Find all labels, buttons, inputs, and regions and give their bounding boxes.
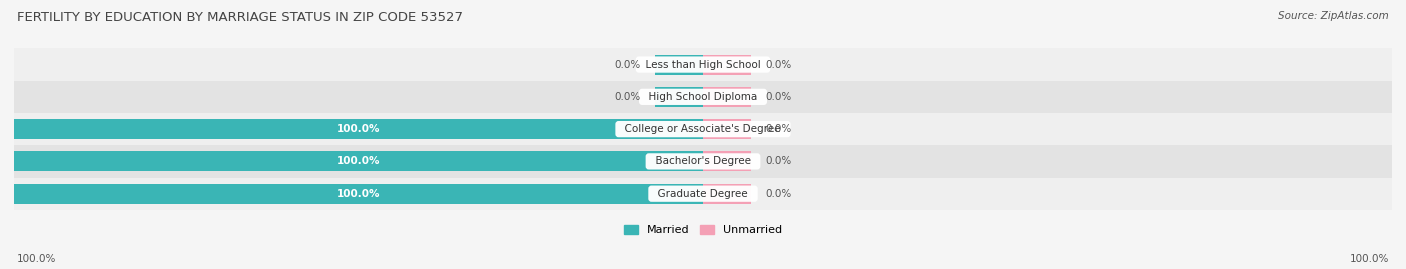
Text: 100.0%: 100.0% — [17, 254, 56, 264]
Bar — [703, 151, 751, 171]
Bar — [14, 81, 1392, 113]
Text: 100.0%: 100.0% — [337, 189, 380, 199]
Text: Source: ZipAtlas.com: Source: ZipAtlas.com — [1278, 11, 1389, 21]
Bar — [703, 55, 751, 75]
Legend: Married, Unmarried: Married, Unmarried — [620, 220, 786, 240]
Bar — [14, 184, 703, 204]
Bar — [14, 151, 703, 171]
Text: 100.0%: 100.0% — [337, 156, 380, 167]
Text: Bachelor's Degree: Bachelor's Degree — [648, 156, 758, 167]
Text: 100.0%: 100.0% — [337, 124, 380, 134]
Text: 0.0%: 0.0% — [614, 92, 641, 102]
Bar — [14, 48, 1392, 81]
Text: FERTILITY BY EDUCATION BY MARRIAGE STATUS IN ZIP CODE 53527: FERTILITY BY EDUCATION BY MARRIAGE STATU… — [17, 11, 463, 24]
Bar — [703, 184, 751, 204]
Bar — [14, 178, 1392, 210]
Text: 0.0%: 0.0% — [765, 124, 792, 134]
Text: High School Diploma: High School Diploma — [643, 92, 763, 102]
Text: College or Associate's Degree: College or Associate's Degree — [619, 124, 787, 134]
Text: 100.0%: 100.0% — [1350, 254, 1389, 264]
Bar — [655, 87, 703, 107]
Text: 0.0%: 0.0% — [765, 189, 792, 199]
Bar — [14, 145, 1392, 178]
Bar — [14, 119, 703, 139]
Bar — [703, 87, 751, 107]
Text: 0.0%: 0.0% — [614, 59, 641, 70]
Bar — [703, 119, 751, 139]
Text: Less than High School: Less than High School — [638, 59, 768, 70]
Bar — [655, 55, 703, 75]
Text: 0.0%: 0.0% — [765, 156, 792, 167]
Text: 0.0%: 0.0% — [765, 92, 792, 102]
Text: Graduate Degree: Graduate Degree — [651, 189, 755, 199]
Bar — [14, 113, 1392, 145]
Text: 0.0%: 0.0% — [765, 59, 792, 70]
